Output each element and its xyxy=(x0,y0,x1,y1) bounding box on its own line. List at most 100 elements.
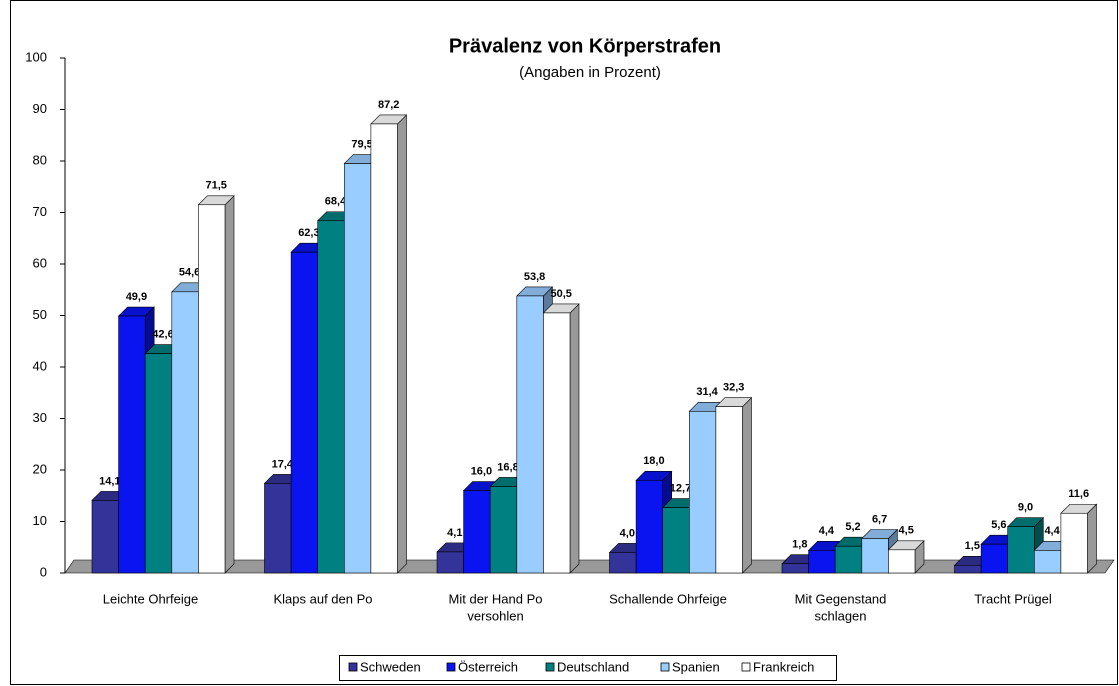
value-label: 54,6 xyxy=(179,267,200,279)
y-tick-label: 20 xyxy=(33,461,47,476)
bar-side-shade xyxy=(742,397,752,573)
value-label: 16,8 xyxy=(497,461,518,473)
bar-top-shade xyxy=(543,303,579,313)
bar-front xyxy=(635,479,663,574)
bar-side-shade xyxy=(915,540,924,573)
value-label: 79,5 xyxy=(351,138,372,150)
x-tick-label: Tracht Prügel xyxy=(974,591,1052,606)
bar-front xyxy=(1060,512,1088,574)
y-tick-label: 100 xyxy=(25,49,47,64)
chart-subtitle: (Angaben in Prozent) xyxy=(519,64,661,81)
bar xyxy=(887,540,925,574)
value-label: 50,5 xyxy=(550,288,571,300)
value-label: 68,4 xyxy=(325,196,347,208)
value-label: 49,9 xyxy=(126,291,147,303)
chart-title: Prävalenz von Körperstrafen xyxy=(449,35,721,57)
value-label: 4,0 xyxy=(620,527,635,539)
value-label: 11,6 xyxy=(1068,488,1089,500)
legend-swatch xyxy=(545,662,555,672)
x-tick-label: schlagen xyxy=(814,608,866,623)
value-label: 5,2 xyxy=(845,521,860,533)
value-label: 17,4 xyxy=(272,458,294,470)
bar-front xyxy=(954,564,982,574)
legend-label: Schweden xyxy=(360,659,421,674)
bar-top-shade xyxy=(198,195,234,205)
legend-label: Spanien xyxy=(672,659,720,674)
value-label: 31,4 xyxy=(696,386,718,398)
x-tick-label: Leichte Ohrfeige xyxy=(103,591,198,606)
bar-top-shade xyxy=(1007,517,1044,527)
value-label: 4,4 xyxy=(819,525,835,537)
bar-front xyxy=(543,312,571,574)
bar-front xyxy=(980,543,1008,574)
y-tick-label: 10 xyxy=(33,513,47,528)
y-tick-label: 50 xyxy=(33,307,47,322)
bar-front xyxy=(662,507,690,574)
bar-top-shade xyxy=(516,286,553,296)
bar-front xyxy=(808,550,836,574)
bar-front xyxy=(609,552,637,574)
value-label: 9,0 xyxy=(1018,502,1033,514)
bar xyxy=(197,195,235,574)
bar-front xyxy=(861,538,889,574)
bar-front xyxy=(834,545,863,574)
legend-swatch xyxy=(660,662,670,672)
y-tick-label: 60 xyxy=(33,255,47,270)
bar-top-shade xyxy=(888,540,924,550)
bar-front xyxy=(516,295,544,574)
bar-front xyxy=(888,549,916,574)
value-label: 16,0 xyxy=(471,466,492,478)
bar-front xyxy=(290,251,319,574)
y-tick-label: 90 xyxy=(33,101,47,116)
value-label: 71,5 xyxy=(205,180,226,192)
value-label: 1,8 xyxy=(792,539,807,551)
x-tick-label: Mit Gegenstand xyxy=(795,591,887,606)
bar-front xyxy=(343,163,372,574)
value-label: 53,8 xyxy=(524,271,545,283)
bar-front xyxy=(715,406,743,574)
bar xyxy=(1060,503,1098,574)
bar-top-shade xyxy=(636,471,672,481)
bar xyxy=(542,303,580,574)
bar-side-shade xyxy=(225,195,234,573)
bar-front xyxy=(91,500,119,574)
legend-swatch xyxy=(348,662,358,672)
bar-side-shade xyxy=(1087,504,1097,573)
y-tick-label: 0 xyxy=(40,564,47,579)
bar-front xyxy=(118,315,146,574)
bar-top-shade xyxy=(715,397,752,407)
bar-top-shade xyxy=(370,114,407,124)
y-tick-label: 80 xyxy=(33,152,47,167)
value-label: 18,0 xyxy=(643,455,664,467)
bar-front xyxy=(171,291,199,574)
value-label: 1,5 xyxy=(965,540,980,552)
value-label: 4,5 xyxy=(899,525,914,537)
bar-front xyxy=(1007,526,1035,574)
bar-front xyxy=(489,486,518,574)
value-label: 32,3 xyxy=(723,382,744,394)
bar-front xyxy=(688,410,717,574)
bar-front xyxy=(264,483,292,574)
bar xyxy=(715,396,753,574)
x-tick-label: versohlen xyxy=(467,608,523,623)
bar-front xyxy=(1034,550,1062,574)
bar-front xyxy=(463,490,491,574)
legend-label: Deutschland xyxy=(557,659,629,674)
x-tick-label: Schallende Ohrfeige xyxy=(609,591,727,606)
y-tick-label: 40 xyxy=(33,358,47,373)
value-label: 42,6 xyxy=(152,329,173,341)
value-label: 12,7 xyxy=(670,483,691,495)
y-tick-label: 70 xyxy=(33,204,47,219)
value-label: 4,4 xyxy=(1044,525,1060,537)
value-label: 62,3 xyxy=(298,227,319,239)
value-label: 6,7 xyxy=(872,513,887,525)
bar-front xyxy=(198,204,226,574)
legend-label: Österreich xyxy=(458,659,518,674)
legend-swatch xyxy=(446,662,456,672)
bar-top-shade xyxy=(1060,504,1097,514)
value-label: 14,1 xyxy=(99,475,120,487)
x-tick-label: Mit der Hand Po xyxy=(449,591,543,606)
bar-front xyxy=(781,563,809,574)
value-label: 4,1 xyxy=(447,527,462,539)
